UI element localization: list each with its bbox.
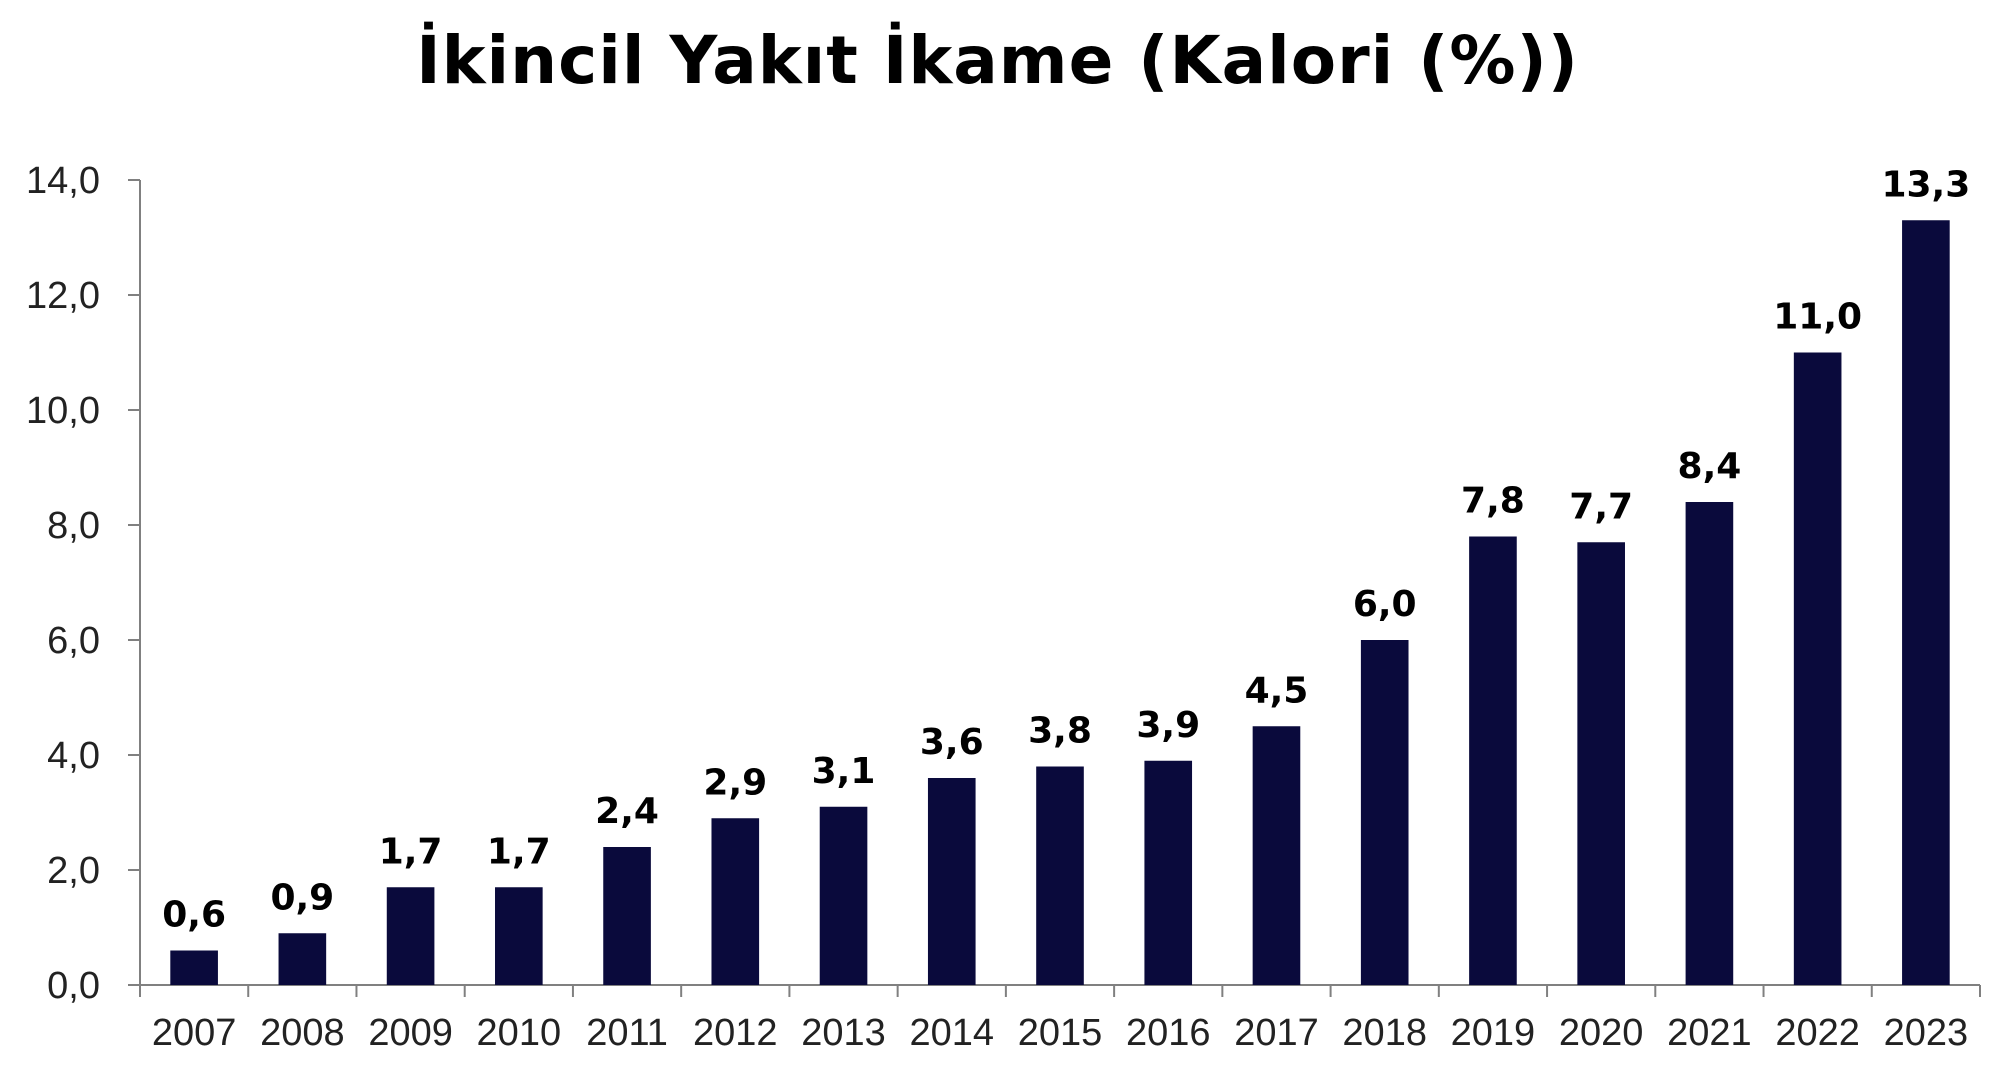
x-tick-label: 2015 [1018, 1012, 1103, 1054]
bar [1685, 502, 1734, 985]
data-label: 0,6 [162, 895, 226, 936]
x-tick-label: 2013 [801, 1012, 886, 1054]
data-label: 3,8 [1028, 711, 1092, 752]
x-tick-label: 2021 [1667, 1012, 1752, 1054]
bar [278, 933, 327, 985]
y-tick-label: 2,0 [47, 850, 100, 892]
data-label: 0,9 [270, 877, 334, 918]
bar [1144, 760, 1193, 985]
data-label: 11,0 [1773, 297, 1862, 338]
data-label: 3,6 [920, 722, 984, 763]
y-tick-label: 4,0 [47, 735, 100, 777]
data-label: 7,8 [1461, 481, 1525, 522]
x-tick-label: 2009 [368, 1012, 453, 1054]
x-tick-label: 2019 [1451, 1012, 1536, 1054]
y-tick-label: 12,0 [26, 275, 100, 317]
data-label: 6,0 [1353, 584, 1417, 625]
x-tick-label: 2017 [1234, 1012, 1319, 1054]
bar [1793, 352, 1842, 985]
data-label: 2,4 [595, 791, 659, 832]
data-label: 13,3 [1881, 164, 1970, 205]
bar [495, 887, 543, 985]
y-tick-label: 8,0 [47, 505, 100, 547]
bar [386, 887, 435, 985]
x-tick-label: 2011 [586, 1012, 668, 1054]
bar [1036, 766, 1084, 985]
data-label: 1,7 [379, 831, 443, 872]
x-tick-label: 2010 [477, 1012, 562, 1054]
x-tick-label: 2007 [152, 1012, 237, 1054]
x-tick-label: 2020 [1559, 1012, 1644, 1054]
x-tick-label: 2012 [693, 1012, 778, 1054]
y-tick-label: 14,0 [26, 160, 100, 202]
bar [1902, 220, 1950, 985]
data-label: 2,9 [703, 762, 767, 803]
bar [927, 778, 976, 985]
data-label: 3,9 [1136, 705, 1200, 746]
bar [1577, 542, 1625, 985]
y-tick-label: 0,0 [47, 965, 100, 1007]
x-tick-label: 2014 [909, 1012, 994, 1054]
bar [711, 818, 760, 985]
data-label: 7,7 [1569, 486, 1633, 527]
data-label: 1,7 [487, 831, 551, 872]
bar [819, 806, 868, 985]
data-label: 3,1 [812, 751, 876, 792]
chart-title: İkincil Yakıt İkame (Kalori (%)) [416, 22, 1579, 99]
x-tick-label: 2022 [1775, 1012, 1860, 1054]
data-label: 4,5 [1245, 670, 1309, 711]
data-label: 8,4 [1678, 446, 1742, 487]
x-tick-label: 2016 [1126, 1012, 1211, 1054]
bar [1360, 640, 1409, 985]
bar [1469, 536, 1517, 985]
x-tick-label: 2018 [1342, 1012, 1427, 1054]
bar [1252, 726, 1301, 985]
x-tick-label: 2008 [260, 1012, 345, 1054]
x-tick-label: 2023 [1884, 1012, 1969, 1054]
bar [170, 950, 218, 985]
y-tick-label: 10,0 [26, 390, 100, 432]
y-tick-label: 6,0 [47, 620, 100, 662]
bar [603, 847, 651, 985]
